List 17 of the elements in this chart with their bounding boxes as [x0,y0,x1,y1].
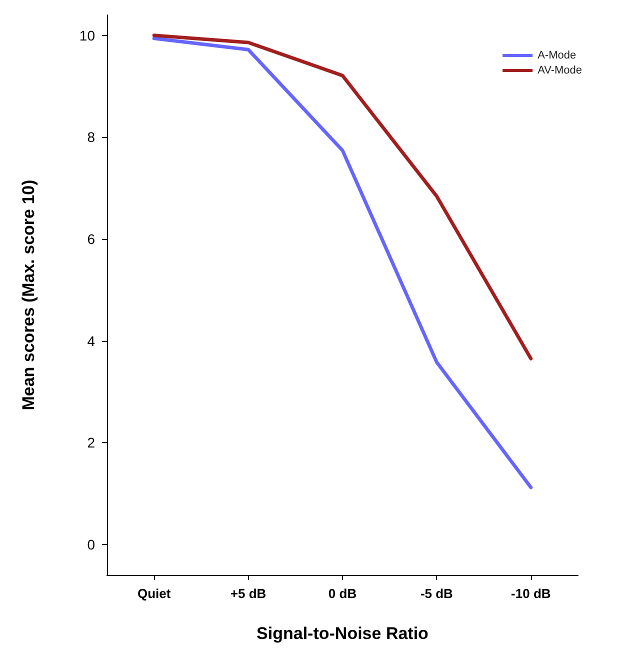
y-tick-label: 10 [79,27,96,44]
y-tick-label: 6 [87,231,96,247]
line-series [152,36,533,490]
y-tick-label: 8 [87,129,96,146]
x-tick-label: +5 dB [230,586,266,601]
y-tick-label: 0 [87,536,96,552]
x-tick-label: -10 dB [511,586,551,601]
y-tick-label: 4 [87,332,96,349]
legend-label: AV-Mode [538,64,582,76]
line-series [152,34,533,360]
y-tick-label: 2 [87,434,96,451]
y-axis-title: Mean scores (Max. score 10) [19,180,38,410]
x-tick-label: -5 dB [420,586,453,601]
x-tick-label: 0 dB [328,586,357,601]
x-axis-title: Signal-to-Noise Ratio [256,624,428,643]
legend-label: A-Mode [538,50,576,62]
x-tick-label: Quiet [137,586,172,601]
